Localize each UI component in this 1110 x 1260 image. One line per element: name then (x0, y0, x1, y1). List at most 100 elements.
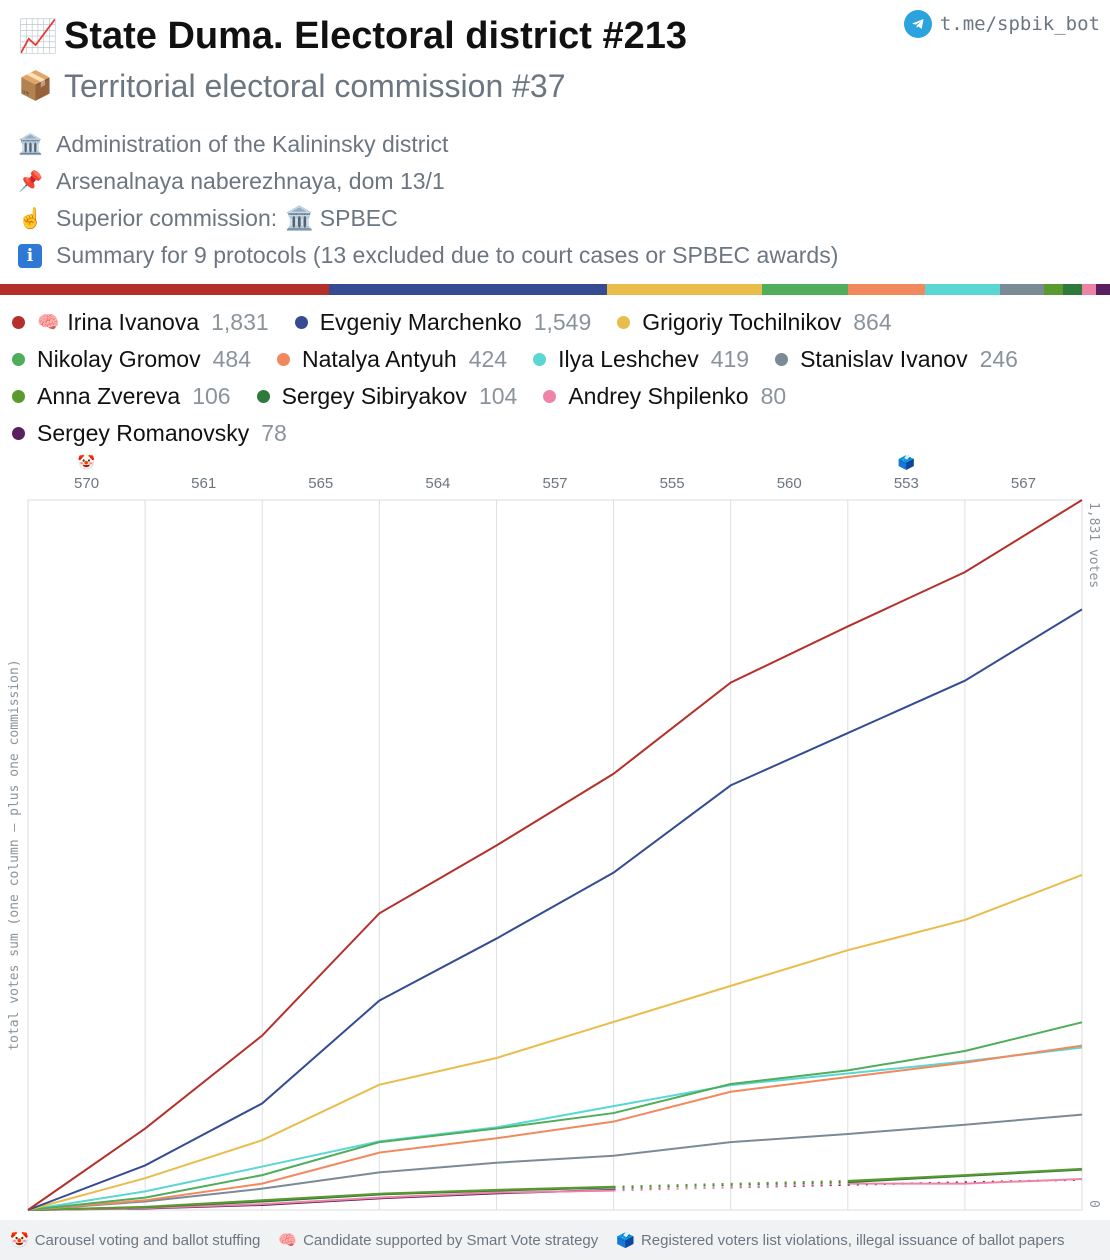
x-top-label: 555 (660, 475, 685, 492)
legend-value: 864 (853, 309, 892, 335)
stripe-segment (848, 284, 925, 295)
legend-dot (294, 316, 308, 329)
legend-dot (12, 353, 25, 366)
legend-value: 424 (468, 346, 508, 372)
legend-name: Irina Ivanova (67, 309, 200, 335)
series-line (27, 874, 1083, 1211)
legend-item: Sergey Sibiryakov 104 (256, 378, 518, 415)
legend-name: Ilya Leshchev (558, 346, 699, 372)
legend-dot (533, 353, 547, 366)
administration-row: 🏛️ Administration of the Kalininsky dist… (18, 126, 1098, 163)
legend-item: 🧠 Irina Ivanova 1,831 (12, 304, 269, 341)
series-line (847, 1167, 1083, 1182)
telegram-bot-link[interactable]: t.me/spbik_bot (903, 10, 1100, 38)
stripe-segment (1081, 284, 1096, 295)
administration-text: Administration of the Kalininsky distric… (56, 131, 449, 157)
stripe-segment (999, 284, 1044, 295)
package-icon: 📦 (18, 70, 53, 101)
legend-name: Sergey Sibiryakov (281, 383, 467, 409)
footer-legend-item: 🧠 Candidate supported by Smart Vote strat… (278, 1231, 599, 1250)
legend-item: Sergey Romanovsky 78 (12, 415, 287, 452)
commission-mark-icon: 🤡 (78, 454, 95, 470)
legend-value: 80 (760, 383, 787, 409)
footer-legend: 🤡 Carousel voting and ballot stuffing 🧠 Can… (0, 1220, 1110, 1260)
legend-name: Stanislav Ivanov (800, 346, 968, 372)
series-dashed-segment (964, 1178, 1083, 1184)
chart-legend: 🧠 Irina Ivanova 1,831 Evgeniy Marchenko 1,54… (12, 304, 1102, 452)
series-dashed-segment (730, 1179, 848, 1185)
legend-item: Anna Zvereva 106 (12, 378, 231, 415)
stripe-segment (1043, 284, 1063, 295)
footer-legend-text: Candidate supported by Smart Vote strate… (303, 1231, 599, 1249)
commission-info: 🏛️ Administration of the Kalininsky dist… (18, 126, 1098, 274)
legend-item: Stanislav Ivanov 246 (775, 341, 1018, 378)
legend-dot (775, 353, 789, 366)
stripe-segment (1095, 284, 1110, 295)
summary-text: Summary for 9 protocols (13 excluded due… (56, 242, 839, 268)
address-row: 📌 Arsenalnaya naberezhnaya, dom 13/1 (18, 163, 1098, 200)
stripe-segment (1062, 284, 1082, 295)
legend-value: 484 (212, 346, 251, 372)
legend-item: Natalya Antyuh 424 (276, 341, 508, 378)
title-row: 📈 State Duma. Electoral district #213 (18, 10, 1098, 62)
building-icon: 🏛️ (18, 134, 43, 156)
footer-legend-text: Registered voters list violations, illeg… (640, 1231, 1065, 1249)
page-title: State Duma. Electoral district #213 (64, 15, 688, 57)
legend-dot (12, 390, 25, 403)
commission-mark-icon: 🗳️ (898, 454, 915, 471)
building-icon: 🏛️ (285, 205, 314, 231)
legend-item: Nikolay Gromov 484 (12, 341, 251, 378)
telegram-link-text[interactable]: t.me/spbik_bot (939, 13, 1100, 35)
x-top-label: 553 (894, 475, 919, 492)
stripe-segment (761, 284, 849, 295)
x-top-label: 564 (425, 475, 450, 492)
x-top-label: 560 (777, 475, 802, 492)
legend-name: Evgeniy Marchenko (319, 309, 522, 335)
subtitle-row: 📦 Territorial electoral commission #37 (18, 62, 1098, 110)
legend-name: Nikolay Gromov (37, 346, 201, 372)
legend-value: 104 (478, 383, 518, 409)
series-dashed-segment (613, 1186, 731, 1192)
legend-name: Anna Zvereva (37, 383, 181, 409)
legend-name: Grigoriy Tochilnikov (642, 309, 842, 335)
legend-dot (543, 390, 557, 403)
clown-icon: 🤡 (10, 1232, 29, 1249)
footer-legend-item: 🤡 Carousel voting and ballot stuffing (10, 1231, 260, 1250)
superior-value: SPBEC (319, 205, 398, 231)
pointing-up-icon: ☝️ (18, 208, 43, 230)
ballot-box-icon: 🗳️ (616, 1232, 635, 1249)
x-top-label: 567 (1011, 475, 1036, 492)
legend-dot (12, 316, 25, 329)
cumulative-votes-chart: 570 561 565 564 557 555 560 553 567 🤡 🗳️ total vote… (7, 454, 1101, 1211)
legend-dot (276, 353, 290, 366)
legend-item: Grigoriy Tochilnikov 864 (617, 304, 892, 341)
right-min-label: 0 (1086, 1200, 1101, 1208)
legend-item: Andrey Shpilenko 80 (543, 378, 786, 415)
stripe-segment (924, 284, 1000, 295)
series-dashed-segment (730, 1183, 848, 1189)
x-top-label: 565 (308, 475, 333, 492)
legend-dot (617, 316, 631, 329)
footer-legend-item: 🗳️ Registered voters list violations, ill… (616, 1231, 1065, 1250)
superior-label: Superior commission: (56, 205, 278, 231)
legend-name: Natalya Antyuh (301, 346, 457, 372)
series-line (27, 1044, 1083, 1211)
legend-name: Andrey Shpilenko (568, 383, 749, 409)
legend-value: 1,549 (533, 309, 592, 335)
series-line (27, 1046, 1083, 1211)
vote-share-stripe (0, 284, 1110, 295)
x-top-label: 561 (191, 475, 216, 492)
x-top-label: 570 (74, 475, 99, 492)
chart-increasing-icon: 📈 (18, 18, 58, 54)
information-icon: i (18, 243, 42, 268)
series-line (27, 1186, 614, 1211)
legend-dot (256, 390, 270, 403)
stripe-segment (0, 284, 329, 295)
y-axis-label: total votes sum (one column – plus one c… (7, 659, 22, 1050)
series-line (847, 1177, 1083, 1185)
header: 📈 State Duma. Electoral district #213 📦 … (18, 10, 1098, 274)
legend-dot (12, 427, 25, 440)
series-line (27, 499, 1083, 1211)
stripe-segment (328, 284, 607, 295)
summary-row: i Summary for 9 protocols (13 excluded d… (18, 237, 1098, 274)
